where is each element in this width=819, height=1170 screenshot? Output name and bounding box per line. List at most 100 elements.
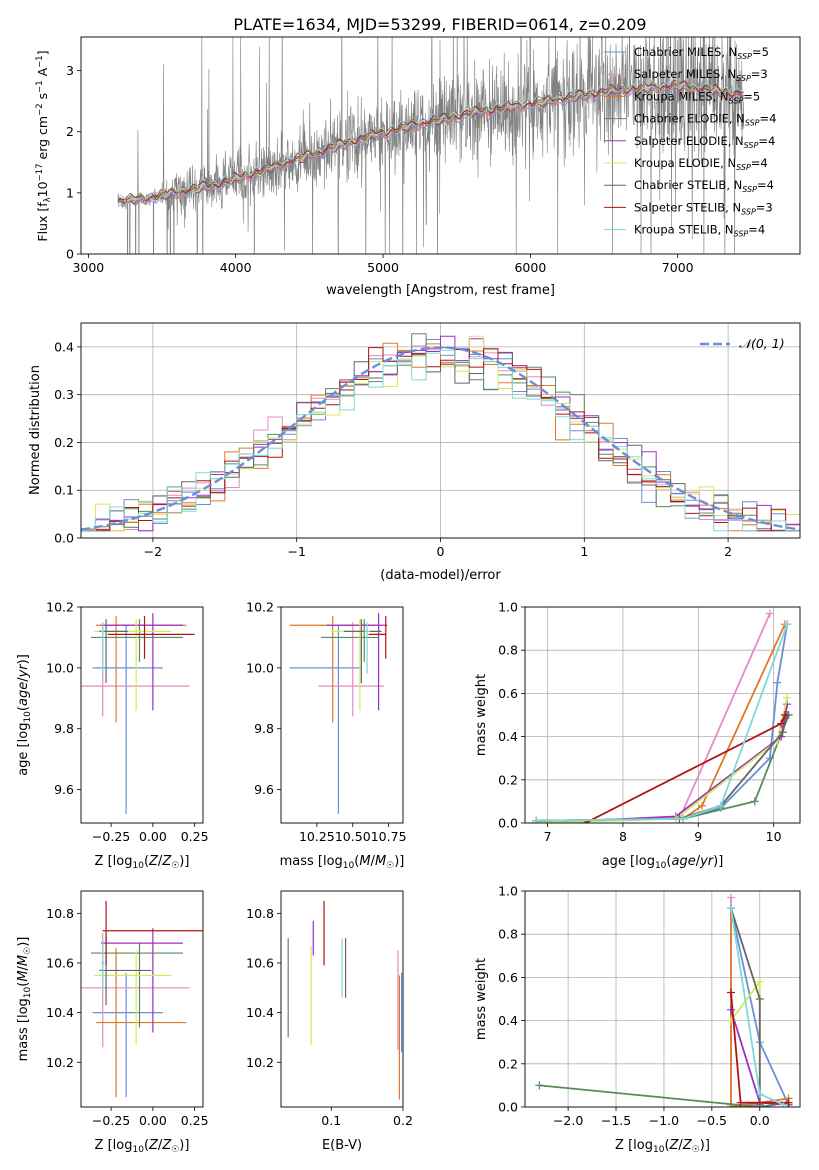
plot-area xyxy=(81,613,195,814)
axes-frame xyxy=(280,890,404,1108)
label-part: )] xyxy=(713,854,723,869)
panel-age-vs-Z: −0.25 0.00 0.259.69.810.010.2Z [log10(Z/Z☉… xyxy=(16,600,209,872)
label-part: =3 xyxy=(751,67,768,81)
x-tick-label: 0.1 xyxy=(321,1113,341,1128)
plot-area xyxy=(117,37,745,254)
x-tick-label: 2 xyxy=(724,544,732,559)
series-line-kroupa_miles xyxy=(536,623,786,822)
series-marker-salpeter_elodie xyxy=(727,1005,736,1014)
y-tick-label: 10.8 xyxy=(46,906,74,921)
x-axis-label: Z [log10(Z/Z☉)] xyxy=(615,1138,710,1155)
x-tick-label: 5000 xyxy=(367,260,399,275)
label-part: ☉ xyxy=(171,1145,179,1155)
label-part: ( xyxy=(664,1138,669,1153)
label-part: Z xyxy=(682,1138,693,1153)
label-part: ( xyxy=(144,854,149,869)
plot-area xyxy=(81,333,800,532)
x-tick-label: 10.50 xyxy=(335,829,371,844)
axes-frame xyxy=(80,606,204,824)
label-part: )] xyxy=(700,1138,710,1153)
panel-age-vs-mass: 10.25 10.50 10.75 9.6 9.8 10.0 10.2 mass [log10… xyxy=(246,600,406,872)
y-tick-label: 9.6 xyxy=(54,782,74,797)
legend-label-kroupa_miles: Kroupa MILES, NSSP=5 xyxy=(634,89,760,105)
y-tick-label: 10.4 xyxy=(46,1005,74,1020)
label-part: / xyxy=(158,854,163,869)
y-tick-label: 10.2 xyxy=(46,1055,74,1070)
label-part: =3 xyxy=(756,200,773,214)
x-axis-label: mass [log10(M/M☉)] xyxy=(280,854,405,871)
label-part: M xyxy=(375,854,386,869)
panel-massweight-vs-Z: −2.0 −1.5 −1.0 −0.5 0.0 0.0 0.2 0.4 0.6 0.8 1.0 Z [… xyxy=(474,884,801,1155)
legend-label-salpeter_miles: Salpeter MILES, NSSP=3 xyxy=(634,67,768,83)
series-marker-salpeter_stelib xyxy=(784,1098,793,1107)
y-tick-label: 0 xyxy=(66,247,74,262)
histogram-kroupa_stelib xyxy=(81,349,800,532)
label-part: yr xyxy=(16,663,31,679)
y-tick-label: 10.8 xyxy=(246,906,274,921)
y-tick-label: 0.4 xyxy=(498,729,518,744)
label-part: =4 xyxy=(748,223,765,237)
y-axis-label: mass [log10(M/M☉)] xyxy=(16,937,33,1062)
label-part: age xyxy=(671,854,695,869)
x-tick-label: −1.5 xyxy=(601,1113,631,1128)
legend-label-salpeter_elodie: Salpeter ELODIE, NSSP=4 xyxy=(634,134,775,150)
y-tick-label: 10.0 xyxy=(246,660,274,675)
series-marker-salpeter_stelib xyxy=(777,719,786,728)
x-axis-label: Z [log10(Z/Z☉)] xyxy=(95,854,190,871)
y-tick-label: 0.3 xyxy=(54,387,74,402)
label-part: λ xyxy=(43,197,53,202)
y-tick-label: 0.2 xyxy=(54,435,74,450)
legend: Chabrier MILES, NSSP=5 Salpeter MILES, NS… xyxy=(604,45,776,239)
y-tick-label: 1.0 xyxy=(498,600,518,615)
x-tick-label: 0.00 xyxy=(139,1113,167,1128)
x-tick-label: 4000 xyxy=(220,260,252,275)
y-axis-label: age [log10(age/yr)] xyxy=(16,654,33,776)
label-part: )] xyxy=(16,937,31,947)
label-part: SSP xyxy=(741,207,756,216)
x-axis-label: wavelength [Angstrom, rest frame] xyxy=(326,283,555,298)
y-tick-label: 1 xyxy=(66,185,74,200)
label-part: SSP xyxy=(745,119,760,128)
plot-area xyxy=(532,609,793,823)
label-part: / xyxy=(16,965,31,970)
x-tick-label: 6000 xyxy=(514,260,546,275)
label-part: )] xyxy=(179,1138,189,1153)
series-marker-salpeter_miles xyxy=(765,609,774,618)
x-tick-label: −1 xyxy=(287,544,305,559)
label-part: =4 xyxy=(758,134,775,148)
label-part: SSP xyxy=(742,185,757,194)
label-part: ☉ xyxy=(386,861,394,871)
y-tick-label: 0.8 xyxy=(498,927,518,942)
x-tick-label: 0.25 xyxy=(181,1113,209,1128)
label-part: s xyxy=(35,93,50,104)
label-part: =4 xyxy=(751,156,768,170)
label-part: 10 xyxy=(23,986,33,998)
label-part: )] xyxy=(394,854,404,869)
x-tick-label: 10 xyxy=(766,829,782,844)
label-part: M xyxy=(359,854,370,869)
series-line-chabrier_elodie xyxy=(536,714,790,822)
y-tick-label: 10.6 xyxy=(46,956,74,971)
label-part: 10 xyxy=(655,861,667,871)
y-axis-label: mass weight xyxy=(474,674,489,756)
x-axis-label: Z [log10(Z/Z☉)] xyxy=(95,1138,190,1155)
series-marker-salpeter_miles xyxy=(727,893,736,902)
series-marker-chabrier_elodie xyxy=(535,1081,544,1090)
y-axis-label: Flux [fλ10−17 erg cm−2 s−1 A−1] xyxy=(35,50,53,241)
legend-label-chabrier_miles: Chabrier MILES, NSSP=5 xyxy=(634,45,769,61)
label-part: / xyxy=(158,1138,163,1153)
label-part: age [log xyxy=(16,723,31,776)
label-part: ( xyxy=(144,1138,149,1153)
x-tick-label: −2 xyxy=(144,544,162,559)
series-marker-chabrier_miles xyxy=(773,678,782,687)
y-tick-label: 10.4 xyxy=(246,1005,274,1020)
label-part: ] xyxy=(35,50,50,55)
label-part: Z xyxy=(148,1138,159,1153)
x-tick-label: −0.25 xyxy=(92,1113,130,1128)
label-part: 10 xyxy=(132,1145,144,1155)
x-tick-label: −0.5 xyxy=(697,1113,727,1128)
y-tick-label: 0.2 xyxy=(498,1056,518,1071)
label-part: mass [log xyxy=(280,854,343,869)
plot-area xyxy=(289,613,388,814)
